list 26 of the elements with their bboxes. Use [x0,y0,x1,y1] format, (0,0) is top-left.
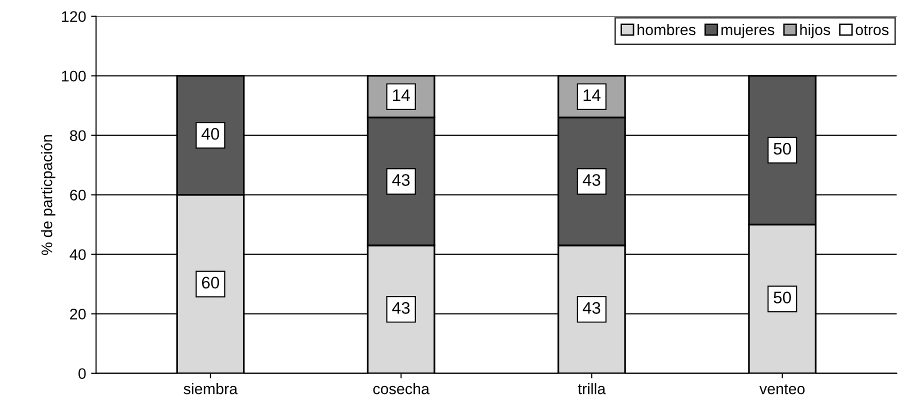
data-label: 43 [392,174,410,186]
y-axis-title: % de particpación [40,135,56,255]
legend-label: otros [856,25,889,36]
data-label: 43 [582,174,600,186]
x-tick-label: siembra [184,383,238,394]
legend-label: mujeres [721,24,774,38]
data-label: 43 [392,302,410,314]
x-tick-label: cosecha [373,383,430,394]
y-tick-label: 120 [62,11,86,22]
data-label: 50 [774,142,791,155]
y-tick-label: 60 [70,190,86,201]
legend-label: hombres [638,24,696,36]
data-label: 60 [202,276,220,289]
y-tick-label: 20 [70,308,86,320]
data-label: 40 [202,128,220,140]
data-label: 50 [774,292,791,304]
legend-label: hijos [800,24,830,38]
y-tick-label: 100 [62,70,86,82]
x-tick-label: venteo [759,384,805,394]
y-tick-label: 80 [70,130,86,142]
x-tick-label: trilla [578,383,606,394]
y-tick-label: 0 [78,368,86,380]
y-tick-label: 40 [70,249,86,260]
data-label: 43 [582,302,600,314]
data-label: 14 [584,89,600,101]
data-label: 14 [393,89,410,101]
